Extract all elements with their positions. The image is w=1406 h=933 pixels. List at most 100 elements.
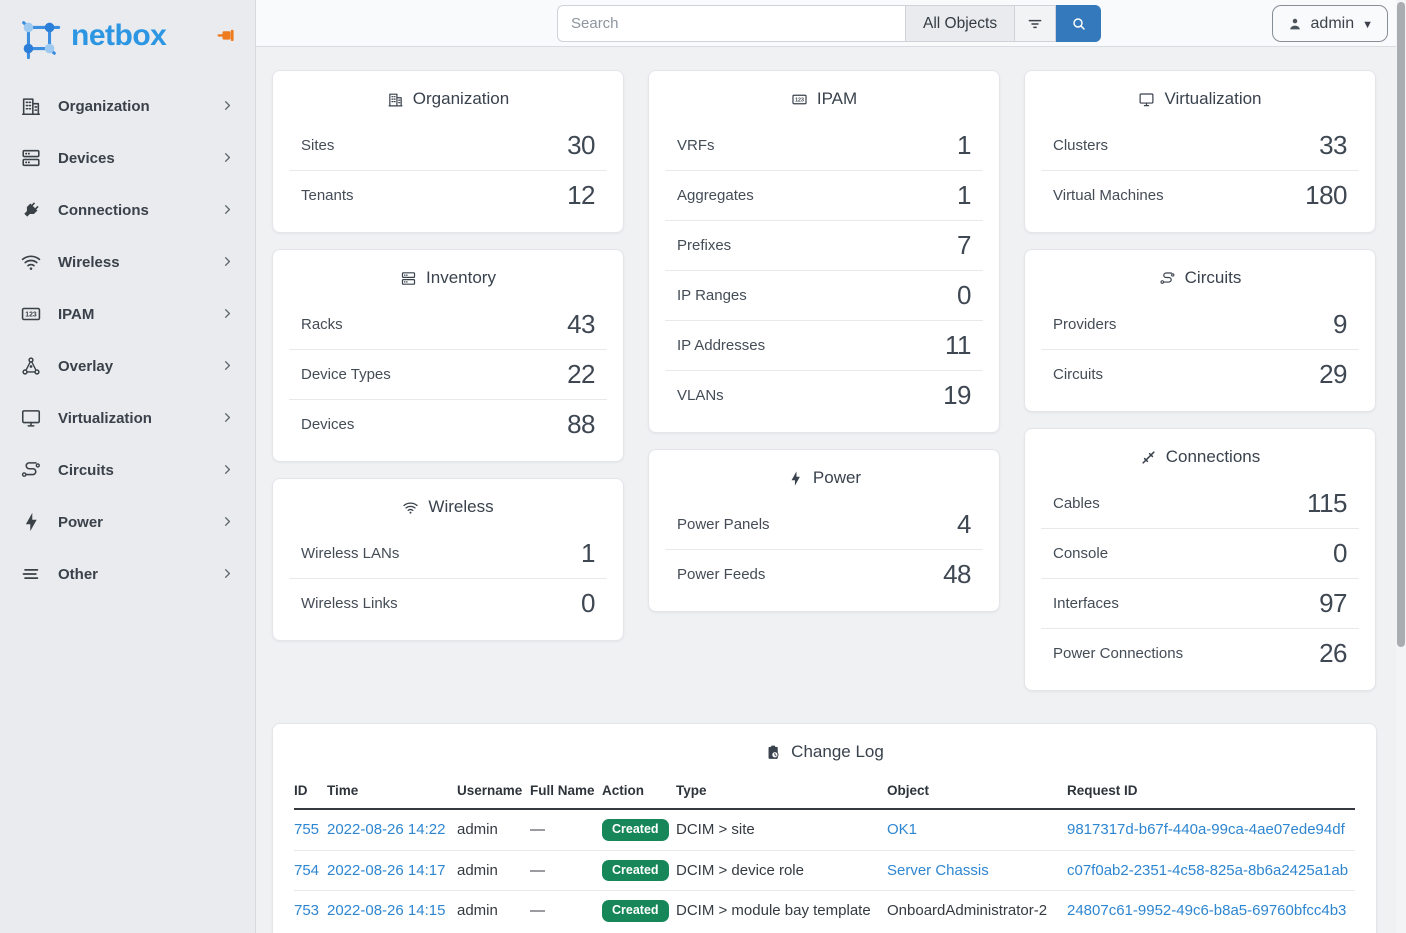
inventory-card: Inventory Racks 43 Device Types 22 Devic… bbox=[272, 249, 624, 462]
netbox-logo-icon[interactable] bbox=[16, 15, 62, 61]
stat-row-virtual-machines[interactable]: Virtual Machines 180 bbox=[1041, 170, 1359, 220]
sidebar-item-label: Wireless bbox=[58, 253, 120, 271]
page-scrollbar[interactable] bbox=[1396, 0, 1406, 933]
changelog-row: 753 2022-08-26 14:15 admin — Created DCI… bbox=[294, 891, 1355, 931]
sidebar-item-other[interactable]: Other bbox=[12, 554, 243, 594]
monitor-icon bbox=[1140, 92, 1154, 106]
sidebar-item-circuits[interactable]: Circuits bbox=[12, 450, 243, 490]
card-body: Wireless LANs 1 Wireless Links 0 bbox=[273, 528, 623, 640]
scrollbar-thumb[interactable] bbox=[1397, 2, 1405, 647]
card-title: Wireless bbox=[428, 497, 494, 516]
sidebar-nav: Organization Devices Connections Wireles… bbox=[0, 86, 255, 594]
stat-label: Virtual Machines bbox=[1053, 187, 1164, 204]
stat-row-power-panels[interactable]: Power Panels 4 bbox=[665, 499, 983, 549]
change-id-link[interactable]: 753 bbox=[294, 902, 320, 920]
change-time-link[interactable]: 2022-08-26 14:15 bbox=[327, 902, 446, 920]
counter-icon bbox=[20, 302, 44, 326]
user-menu-label: admin bbox=[1310, 14, 1355, 32]
transit-icon bbox=[20, 458, 44, 482]
logo-text[interactable]: netbox bbox=[71, 19, 167, 52]
sidebar-item-devices[interactable]: Devices bbox=[12, 138, 243, 178]
action-badge: Created bbox=[602, 900, 669, 922]
stat-row-power-connections[interactable]: Power Connections 26 bbox=[1041, 628, 1359, 678]
sidebar-item-power[interactable]: Power bbox=[12, 502, 243, 542]
server-icon bbox=[20, 146, 44, 170]
column-2: IPAM VRFs 1 Aggregates 1 Prefixes 7 bbox=[648, 70, 1000, 691]
stat-row-tenants[interactable]: Tenants 12 bbox=[289, 170, 607, 220]
change-time-link[interactable]: 2022-08-26 14:22 bbox=[327, 821, 446, 839]
sidebar-item-ipam[interactable]: IPAM bbox=[12, 294, 243, 334]
change-full-name: — bbox=[530, 850, 602, 891]
stat-value: 88 bbox=[567, 409, 595, 439]
stat-row-wireless-lans[interactable]: Wireless LANs 1 bbox=[289, 528, 607, 578]
change-id-link[interactable]: 755 bbox=[294, 821, 320, 839]
change-time-link[interactable]: 2022-08-26 14:17 bbox=[327, 861, 446, 879]
stat-row-devices[interactable]: Devices 88 bbox=[289, 399, 607, 449]
column-3: Virtualization Clusters 33 Virtual Machi… bbox=[1024, 70, 1376, 691]
counter-icon bbox=[792, 94, 807, 104]
sidebar-item-wireless[interactable]: Wireless bbox=[12, 242, 243, 282]
change-object-link[interactable]: OK1 bbox=[887, 821, 918, 839]
stat-row-wireless-links[interactable]: Wireless Links 0 bbox=[289, 578, 607, 628]
filter-button[interactable] bbox=[1014, 5, 1057, 42]
chevron-right-icon bbox=[221, 515, 235, 529]
stat-label: IP Ranges bbox=[677, 287, 747, 304]
stat-row-circuits[interactable]: Circuits 29 bbox=[1041, 349, 1359, 399]
stat-row-power-feeds[interactable]: Power Feeds 48 bbox=[665, 549, 983, 599]
pin-sidebar-icon[interactable] bbox=[217, 28, 235, 43]
user-menu-button[interactable]: admin ▼ bbox=[1271, 5, 1388, 42]
main-content: Organization Sites 30 Tenants 12 Inv bbox=[256, 47, 1406, 933]
changelog-row: 754 2022-08-26 14:17 admin — Created DCI… bbox=[294, 850, 1355, 891]
stat-row-vlans[interactable]: VLANs 19 bbox=[665, 370, 983, 420]
stat-row-interfaces[interactable]: Interfaces 97 bbox=[1041, 578, 1359, 628]
organization-card: Organization Sites 30 Tenants 12 bbox=[272, 70, 624, 233]
change-username: admin bbox=[457, 809, 530, 851]
stat-row-cables[interactable]: Cables 115 bbox=[1041, 478, 1359, 528]
filter-icon bbox=[1028, 19, 1042, 28]
stat-row-device-types[interactable]: Device Types 22 bbox=[289, 349, 607, 399]
virtualization-card: Virtualization Clusters 33 Virtual Machi… bbox=[1024, 70, 1376, 233]
stat-row-ip-ranges[interactable]: IP Ranges 0 bbox=[665, 270, 983, 320]
transit-icon bbox=[1160, 271, 1175, 284]
stat-label: Sites bbox=[301, 136, 335, 154]
stat-label: Cables bbox=[1053, 494, 1100, 512]
request-id-link[interactable]: 9817317d-b67f-440a-99ca-4ae07ede94df bbox=[1067, 821, 1345, 839]
stat-value: 33 bbox=[1319, 129, 1347, 160]
request-id-link[interactable]: c07f0ab2-2351-4c58-825a-8b6a2425a1ab bbox=[1067, 861, 1349, 879]
plug-icon bbox=[20, 198, 44, 222]
change-id-link[interactable]: 754 bbox=[294, 861, 320, 879]
stat-row-vrfs[interactable]: VRFs 1 bbox=[665, 120, 983, 170]
sidebar-item-label: Devices bbox=[58, 149, 115, 167]
sidebar-item-connections[interactable]: Connections bbox=[12, 190, 243, 230]
sidebar-item-label: Power bbox=[58, 513, 104, 531]
sidebar-item-organization[interactable]: Organization bbox=[12, 86, 243, 126]
stat-row-racks[interactable]: Racks 43 bbox=[289, 299, 607, 349]
col-header-username: Username bbox=[457, 777, 530, 810]
building-icon bbox=[20, 94, 44, 118]
stat-label: Wireless LANs bbox=[301, 544, 400, 562]
stat-row-sites[interactable]: Sites 30 bbox=[289, 120, 607, 170]
monitor-icon bbox=[20, 406, 44, 430]
stat-row-console[interactable]: Console 0 bbox=[1041, 528, 1359, 578]
col-header-time: Time bbox=[327, 777, 457, 810]
stat-row-providers[interactable]: Providers 9 bbox=[1041, 299, 1359, 349]
search-scope-button[interactable]: All Objects bbox=[905, 5, 1015, 42]
card-header: Virtualization bbox=[1025, 71, 1375, 120]
search-input[interactable] bbox=[557, 5, 905, 42]
sidebar-item-overlay[interactable]: Overlay bbox=[12, 346, 243, 386]
stat-row-clusters[interactable]: Clusters 33 bbox=[1041, 120, 1359, 170]
chevron-right-icon bbox=[221, 151, 235, 165]
stat-label: Power Feeds bbox=[677, 566, 766, 583]
change-object-link[interactable]: Server Chassis bbox=[887, 861, 989, 879]
card-title: Connections bbox=[1165, 447, 1261, 466]
sidebar-item-virtualization[interactable]: Virtualization bbox=[12, 398, 243, 438]
request-id-link[interactable]: 24807c61-9952-49c6-b8a5-69760bfcc4b3 bbox=[1067, 902, 1347, 920]
stat-value: 22 bbox=[567, 359, 595, 389]
stat-row-ip-addresses[interactable]: IP Addresses 11 bbox=[665, 320, 983, 370]
card-title: IPAM bbox=[816, 89, 858, 108]
search-submit-button[interactable] bbox=[1056, 5, 1102, 42]
stat-row-prefixes[interactable]: Prefixes 7 bbox=[665, 220, 983, 270]
stat-row-aggregates[interactable]: Aggregates 1 bbox=[665, 170, 983, 220]
stat-label: VRFs bbox=[677, 136, 715, 154]
card-title: Organization bbox=[412, 89, 510, 108]
